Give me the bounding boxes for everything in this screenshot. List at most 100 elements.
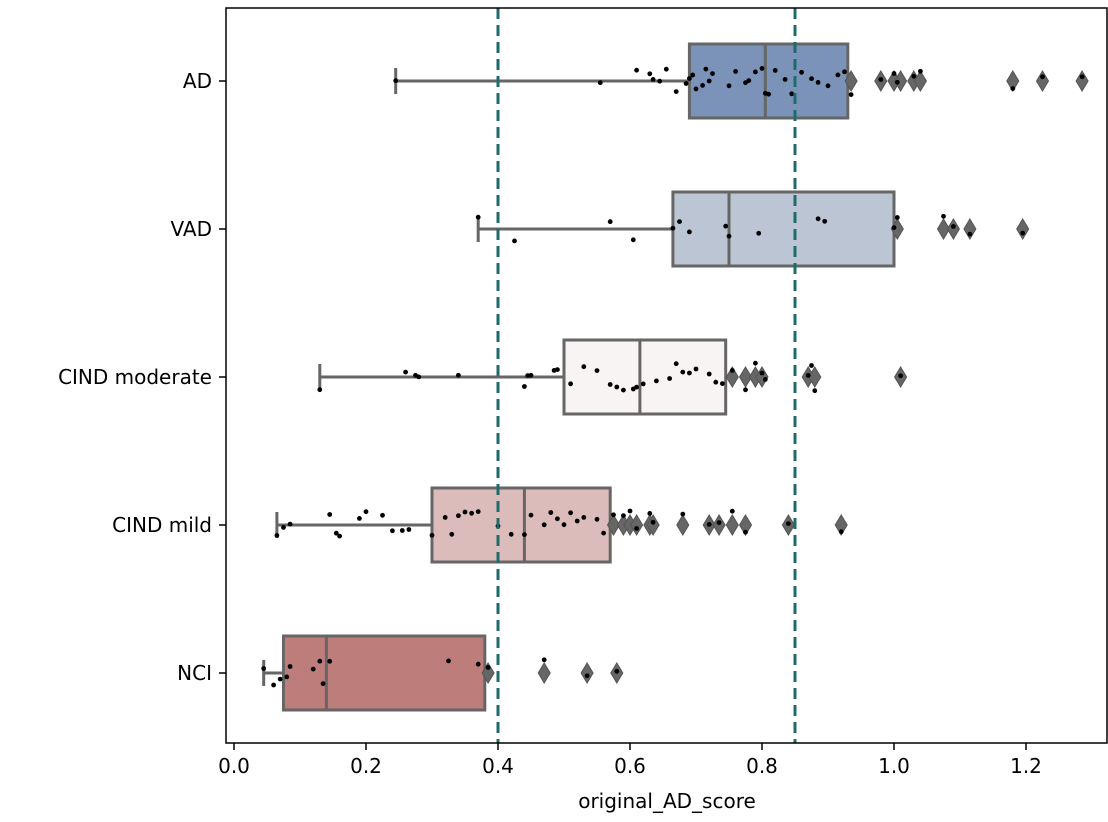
data-point-ad-30 <box>825 83 831 89</box>
data-point-vad-8 <box>726 233 732 239</box>
data-point-cind-moderate-1 <box>403 369 408 375</box>
x-tick-label-3: 0.6 <box>614 754 646 778</box>
data-point-ad-36 <box>894 79 900 85</box>
data-point-cind-mild-17 <box>469 510 474 516</box>
data-point-cind-mild-20 <box>508 531 514 537</box>
data-point-ad-17 <box>733 69 738 74</box>
data-point-cind-mild-0 <box>274 533 280 538</box>
data-point-cind-mild-24 <box>548 510 554 515</box>
box-nci <box>282 634 487 712</box>
data-point-cind-moderate-21 <box>673 361 679 367</box>
data-point-cind-moderate-15 <box>621 387 626 393</box>
data-point-ad-31 <box>835 72 841 78</box>
data-point-cind-mild-4 <box>333 530 339 536</box>
outlier-cind-moderate-1 <box>738 366 753 388</box>
outlier-cind-mild-6 <box>676 514 690 536</box>
box-cind-moderate <box>562 338 728 416</box>
outlier-cind-mild-10 <box>738 514 753 536</box>
data-point-cind-mild-29 <box>581 515 587 520</box>
data-point-cind-moderate-11 <box>581 364 587 370</box>
data-point-nci-1 <box>271 682 276 688</box>
data-point-nci-3 <box>284 674 290 680</box>
data-point-ad-35 <box>891 71 897 76</box>
data-point-nci-10 <box>475 661 481 667</box>
data-point-cind-mild-33 <box>621 513 626 518</box>
data-point-cind-moderate-35 <box>812 388 818 394</box>
x-tick-label-1: 0.2 <box>350 754 382 778</box>
data-point-cind-mild-40 <box>716 520 722 525</box>
data-point-nci-4 <box>287 664 293 669</box>
data-point-ad-9 <box>687 76 692 81</box>
y-tick-label-ad: AD <box>183 69 212 93</box>
data-point-ad-16 <box>726 83 732 89</box>
data-point-nci-2 <box>277 676 283 682</box>
data-point-ad-1 <box>597 80 603 86</box>
data-point-vad-2 <box>607 219 613 225</box>
data-point-cind-mild-42 <box>743 529 748 535</box>
axes-layer: AD VAD CIND moderate CIND mild NCI 0.0 0.2 0.4 0… <box>58 7 1108 778</box>
outlier-cind-mild-12 <box>834 514 848 536</box>
data-point-vad-15 <box>951 224 956 229</box>
data-point-ad-4 <box>650 77 656 82</box>
plot-frame <box>225 7 1108 744</box>
data-point-nci-7 <box>320 681 326 687</box>
data-point-cind-mild-21 <box>522 532 527 537</box>
data-point-ad-24 <box>772 68 778 73</box>
data-point-cind-moderate-24 <box>693 366 699 372</box>
data-point-ad-13 <box>703 66 709 72</box>
data-point-cind-moderate-13 <box>607 382 613 387</box>
data-point-ad-33 <box>848 92 854 97</box>
data-point-cind-moderate-5 <box>522 384 527 389</box>
data-point-cind-moderate-23 <box>687 370 692 376</box>
data-point-vad-5 <box>677 219 682 225</box>
data-point-cind-mild-9 <box>390 528 395 534</box>
data-point-cind-mild-27 <box>568 510 573 516</box>
data-point-vad-10 <box>815 216 821 222</box>
data-point-vad-17 <box>1020 230 1026 236</box>
x-tick-label-6: 1.2 <box>1010 754 1042 778</box>
data-point-cind-moderate-4 <box>456 372 461 378</box>
boxes-layer <box>262 42 1089 712</box>
data-point-ad-15 <box>710 71 715 76</box>
data-point-cind-mild-28 <box>574 518 580 524</box>
data-point-cind-moderate-25 <box>706 371 712 377</box>
data-point-cind-mild-35 <box>634 526 639 531</box>
data-point-vad-4 <box>670 225 676 231</box>
data-point-nci-12 <box>541 657 547 663</box>
data-point-ad-41 <box>1079 74 1085 80</box>
data-point-cind-mild-26 <box>561 522 567 528</box>
data-point-nci-6 <box>317 658 323 664</box>
data-point-cind-moderate-28 <box>729 368 735 373</box>
outlier-cind-mild-0 <box>606 514 621 536</box>
y-tick-label-cind-moderate: CIND moderate <box>58 365 212 389</box>
data-point-ad-32 <box>842 69 847 75</box>
data-point-cind-mild-18 <box>475 509 481 514</box>
data-point-cind-moderate-22 <box>680 369 686 375</box>
data-point-cind-mild-34 <box>627 508 633 514</box>
data-point-nci-14 <box>614 668 620 674</box>
data-point-cind-mild-25 <box>555 516 560 522</box>
data-point-ad-40 <box>1040 74 1045 80</box>
data-point-cind-mild-2 <box>287 521 293 527</box>
data-point-cind-mild-22 <box>528 512 534 518</box>
data-point-vad-14 <box>941 213 946 219</box>
x-axis-label: original_AD_score <box>578 789 756 813</box>
outlier-vad-4 <box>1016 218 1030 240</box>
data-point-ad-8 <box>683 81 689 86</box>
data-point-cind-mild-23 <box>541 522 547 528</box>
data-point-cind-mild-15 <box>456 513 461 519</box>
data-point-nci-8 <box>327 658 333 664</box>
outlier-cind-mild-8 <box>712 514 726 536</box>
data-point-cind-moderate-27 <box>720 381 725 386</box>
data-point-nci-0 <box>261 666 267 671</box>
data-point-ad-6 <box>663 66 669 72</box>
outlier-nci-0 <box>481 662 495 684</box>
data-point-cind-moderate-34 <box>809 363 814 368</box>
data-point-cind-mild-13 <box>442 515 448 520</box>
outlier-vad-2 <box>946 218 960 240</box>
data-point-ad-19 <box>746 78 752 83</box>
data-point-cind-moderate-30 <box>753 360 758 366</box>
data-point-cind-mild-30 <box>594 516 600 522</box>
data-point-ad-3 <box>647 71 653 77</box>
